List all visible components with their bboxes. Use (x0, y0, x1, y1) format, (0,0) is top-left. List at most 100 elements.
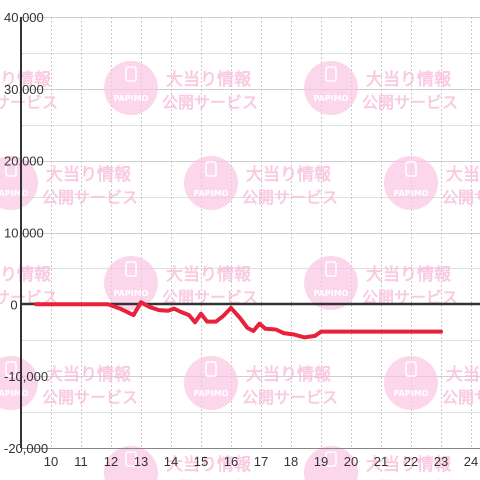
watermark-line1: 大当り情報 (0, 69, 52, 90)
watermark-line1: 大当り情報 (166, 454, 252, 475)
watermark-logo-text: PAPIMO (314, 94, 349, 103)
x-tick-label: 14 (164, 454, 178, 469)
watermark-logo-text: PAPIMO (314, 289, 349, 298)
x-tick-label: 15 (194, 454, 208, 469)
y-tick-label: 40,000 (4, 10, 44, 25)
x-tick-label: 11 (74, 454, 88, 469)
watermark-logo-circle (0, 156, 38, 210)
watermark-line2: 公開サービス (442, 188, 480, 207)
y-tick-label: 0 (10, 297, 17, 312)
y-tick-label: 20,000 (4, 154, 44, 169)
x-tick-label: 13 (134, 454, 148, 469)
x-tick-label: 19 (314, 454, 328, 469)
watermark-logo-circle (0, 356, 38, 410)
watermark-logo-circle (304, 61, 358, 115)
watermark-line1: 大当り情報 (446, 364, 480, 385)
watermark-line1: 大当り情報 (166, 69, 252, 90)
watermark-line2: 公開サービス (42, 388, 138, 407)
watermark-line2: 公開サービス (242, 388, 338, 407)
x-tick-label: 18 (284, 454, 298, 469)
tick-labels: 40,00030,00020,00010,0000-10,000-20,0001… (4, 10, 478, 469)
watermark-logo-circle (384, 356, 438, 410)
phone-icon (325, 261, 337, 277)
grid (21, 17, 480, 449)
y-tick-label: -10,000 (4, 369, 48, 384)
watermark-line2: 公開サービス (242, 188, 338, 207)
watermark-logo-text: PAPIMO (194, 189, 229, 198)
phone-icon (125, 451, 137, 467)
watermark-line2: 公開サービス (0, 288, 58, 307)
x-tick-label: 21 (374, 454, 388, 469)
x-tick-label: 22 (404, 454, 418, 469)
x-tick-label: 17 (254, 454, 268, 469)
watermark-logo-text: PAPIMO (0, 189, 29, 198)
watermark-logo-circle (104, 61, 158, 115)
watermark-logo-circle (104, 446, 158, 480)
watermark-line2: 公開サービス (162, 288, 258, 307)
phone-icon (405, 161, 417, 177)
phone-icon (125, 261, 137, 277)
watermark-line2: 公開サービス (0, 93, 58, 112)
watermark-line2: 公開サービス (362, 288, 458, 307)
watermark-logo-circle (304, 256, 358, 310)
watermark-line1: 大当り情報 (0, 264, 52, 285)
watermark-line1: 大当り情報 (246, 364, 332, 385)
phone-icon (125, 66, 137, 82)
x-tick-label: 10 (44, 454, 58, 469)
watermark-line2: 公開サービス (162, 93, 258, 112)
series-line (34, 300, 443, 340)
watermark-line1: 大当り情報 (366, 69, 452, 90)
watermark-logo-circle (184, 356, 238, 410)
x-tick-label: 16 (224, 454, 238, 469)
watermark-line1: 大当り情報 (46, 364, 132, 385)
phone-icon (325, 451, 337, 467)
watermark-line2: 公開サービス (362, 478, 458, 480)
phone-icon (205, 361, 217, 377)
watermark-line1: 大当り情報 (166, 264, 252, 285)
watermark-line1: 大当り情報 (46, 164, 132, 185)
watermark-line1: 大当り情報 (366, 264, 452, 285)
watermark-line2: 公開サービス (362, 93, 458, 112)
watermark-line1: 大当り情報 (366, 454, 452, 475)
phone-icon (405, 361, 417, 377)
phone-icon (5, 361, 17, 377)
watermark-logo-circle (384, 156, 438, 210)
watermark: PAPIMO大当り情報公開サービスPAPIMO大当り情報公開サービスPAPIMO… (0, 61, 480, 480)
watermark-logo-text: PAPIMO (0, 389, 29, 398)
y-tick-label: 10,000 (4, 226, 44, 241)
watermark-line1: 大当り情報 (446, 164, 480, 185)
y-tick-label: 30,000 (4, 82, 44, 97)
x-tick-label: 20 (344, 454, 358, 469)
watermark-logo-text: PAPIMO (394, 389, 429, 398)
x-tick-label: 23 (434, 454, 448, 469)
watermark-line2: 公開サービス (162, 478, 258, 480)
watermark-logo-circle (184, 156, 238, 210)
watermark-logo-circle (304, 446, 358, 480)
watermark-logo-circle (104, 256, 158, 310)
phone-icon (5, 161, 17, 177)
phone-icon (325, 66, 337, 82)
series (34, 300, 443, 340)
watermark-logo-text: PAPIMO (394, 189, 429, 198)
watermark-line1: 大当り情報 (246, 164, 332, 185)
watermark-line2: 公開サービス (42, 188, 138, 207)
watermark-logo-text: PAPIMO (114, 289, 149, 298)
phone-icon (205, 161, 217, 177)
x-tick-label: 12 (104, 454, 118, 469)
y-tick-label: -20,000 (4, 441, 48, 456)
